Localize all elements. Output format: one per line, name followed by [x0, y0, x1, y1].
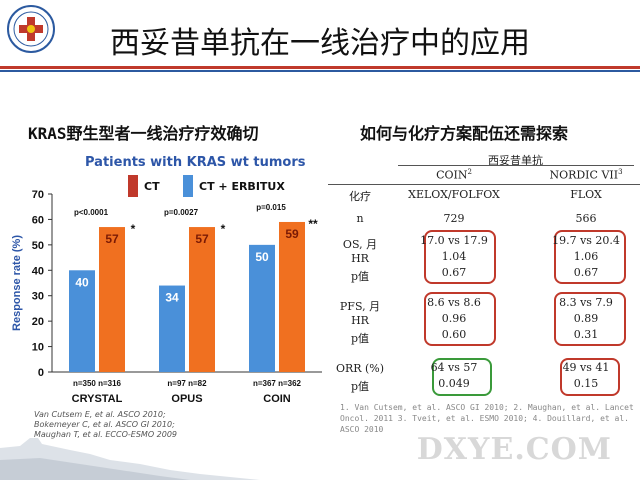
column-header-coin: COIN2 [404, 168, 504, 182]
p-value-label: p<0.0001 [74, 208, 109, 217]
nordic-n: 566 [575, 212, 597, 225]
row-label-pfs-hr: HR [351, 314, 369, 327]
bar-value-label: 59 [285, 227, 299, 241]
group-header-rule [398, 165, 634, 166]
y-tick-label: 10 [32, 342, 44, 354]
hospital-logo [7, 5, 55, 53]
coin-orr: 64 vs 57 [430, 361, 478, 374]
category-label: CRYSTAL [72, 393, 123, 405]
nordic-pfs-hr: 0.89 [573, 312, 599, 325]
row-label-chemo: 化疗 [349, 190, 371, 203]
y-tick-label: 0 [38, 367, 44, 379]
chart-references: Van Cutsem E, et al. ASCO 2010; Bokemeye… [34, 410, 177, 440]
bar-value-label: 57 [195, 232, 209, 246]
bar-value-label: 40 [75, 275, 89, 289]
legend-label-ct: CT [144, 180, 160, 193]
y-tick-label: 70 [32, 189, 44, 201]
nordic-pfs-box [554, 292, 626, 346]
nordic-os: 19.7 vs 20.4 [552, 234, 620, 247]
y-tick-label: 60 [32, 214, 44, 226]
nordic-chemo: FLOX [570, 188, 602, 201]
row-label-n: n [356, 212, 364, 225]
great-wall-decoration [0, 438, 260, 480]
column-header-nordic: NORDIC VII3 [536, 168, 636, 182]
coin-pfs-box [424, 292, 496, 346]
chart-reference-1: Van Cutsem E, et al. ASCO 2010; [34, 410, 166, 419]
bar-ct-erbitux-coin [279, 221, 305, 372]
right-subtitle: 如何与化疗方案配伍还需探索 [360, 124, 569, 143]
chart-reference-2: Bokemeyer C, et al. ASCO GI 2010; [34, 420, 175, 429]
coin-orr-box [432, 358, 492, 396]
sample-size-label: n=350 n=316 [73, 379, 122, 388]
title-divider-red [0, 66, 640, 69]
bar-ct-opus [159, 285, 185, 372]
coin-os-box [424, 230, 496, 284]
left-subtitle: KRAS野生型者一线治疗疗效确切 [28, 124, 259, 143]
bar-ct-erbitux-crystal [99, 227, 125, 372]
coin-orr-p: 0.049 [438, 377, 470, 390]
legend-label-ct-erbitux: CT + ERBITUX [199, 180, 285, 193]
sample-size-label: n=97 n=82 [167, 379, 207, 388]
category-label: OPUS [171, 393, 202, 405]
coin-os-p: 0.67 [441, 266, 467, 279]
title-divider-blue [0, 70, 640, 72]
nordic-os-p: 0.67 [573, 266, 599, 279]
site-watermark: DXYE.COM [416, 432, 612, 467]
coin-n: 729 [443, 212, 465, 225]
row-label-orr: ORR (%) [335, 362, 385, 375]
header-rule [328, 184, 640, 185]
coin-pfs: 8.6 vs 8.6 [427, 296, 481, 309]
coin-pfs-p: 0.60 [441, 328, 467, 341]
row-label-os-p: p值 [350, 270, 370, 283]
chart-title: Patients with KRAS wt tumors [85, 155, 306, 170]
bar-value-label: 57 [105, 232, 119, 246]
chart-reference-3: Maughan T, et al. ECCO-ESMO 2009 [34, 430, 178, 439]
slide-title: 西妥昔单抗在一线治疗中的应用 [110, 26, 530, 61]
nordic-pfs-p: 0.31 [573, 328, 599, 341]
table-references: 1. Van Cutsem, et al. ASCO GI 2010; 2. M… [340, 403, 634, 434]
coin-pfs-hr: 0.96 [441, 312, 467, 325]
bar-ct-crystal [69, 270, 95, 372]
p-value-label: p=0.015 [256, 203, 286, 212]
significance-marker: * [221, 222, 226, 236]
coin-label: COIN [436, 168, 468, 182]
sample-size-label: n=367 n=362 [253, 379, 302, 388]
group-header: 西妥昔单抗 [488, 154, 543, 167]
row-label-orr-p: p值 [350, 380, 370, 393]
nordic-orr: 49 vs 41 [562, 361, 610, 374]
y-tick-label: 30 [32, 291, 44, 303]
comparison-table: 西妥昔单抗 COIN2 NORDIC VII3 化疗 XELOX/FOLFOX … [328, 148, 640, 398]
y-axis-label: Response rate (%) [11, 235, 23, 331]
nordic-os-hr: 1.06 [573, 250, 599, 263]
row-label-os: OS, 月 [342, 238, 378, 251]
coin-os-hr: 1.04 [441, 250, 467, 263]
row-label-os-hr: HR [351, 252, 369, 265]
category-label: COIN [263, 393, 291, 405]
row-label-pfs: PFS, 月 [339, 300, 381, 313]
coin-ref: 2 [467, 168, 472, 176]
nordic-os-box [554, 230, 626, 284]
bar-value-label: 34 [165, 291, 179, 305]
row-label-pfs-p: p值 [350, 332, 370, 345]
nordic-ref: 3 [618, 168, 623, 176]
nordic-orr-box [560, 358, 620, 396]
y-tick-label: 20 [32, 316, 44, 328]
nordic-orr-p: 0.15 [573, 377, 599, 390]
legend-swatch-ct [128, 175, 138, 197]
significance-marker: ** [308, 217, 318, 231]
bar-value-label: 50 [255, 250, 269, 264]
bar-ct-coin [249, 244, 275, 372]
legend-swatch-ct-erbitux [183, 175, 193, 197]
coin-chemo: XELOX/FOLFOX [408, 188, 500, 201]
p-value-label: p=0.0027 [164, 208, 199, 217]
significance-marker: * [131, 222, 136, 236]
y-tick-label: 50 [32, 240, 44, 252]
coin-os: 17.0 vs 17.9 [420, 234, 488, 247]
bar-ct-erbitux-opus [189, 227, 215, 372]
nordic-pfs: 8.3 vs 7.9 [559, 296, 613, 309]
y-tick-label: 40 [32, 265, 44, 277]
nordic-label: NORDIC VII [549, 168, 619, 182]
